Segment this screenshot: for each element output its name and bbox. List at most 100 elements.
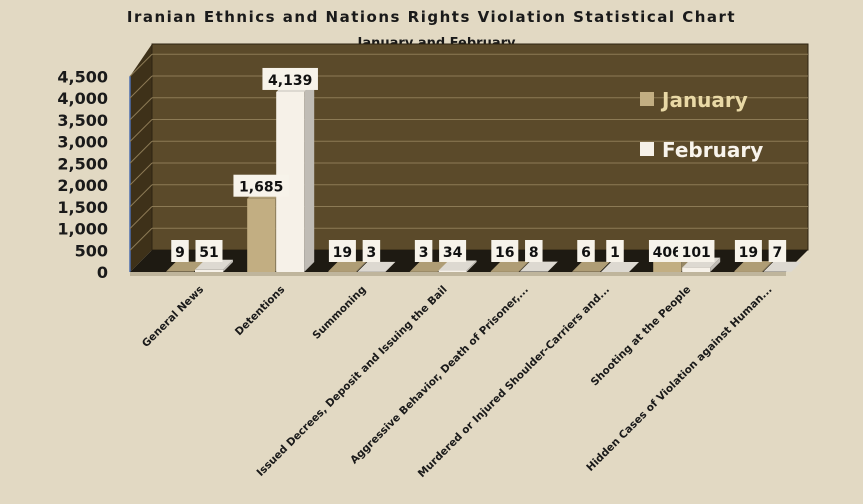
x-tick-label: Murdered or Injured Shoulder-Carriers an… (416, 284, 612, 480)
data-label-text: 9 (175, 245, 185, 261)
bar-top (328, 261, 367, 272)
floor-edge (130, 272, 786, 276)
bar-top (519, 261, 558, 272)
gridline-side (129, 75, 153, 99)
bar-group (734, 261, 773, 272)
data-label: 34 (439, 240, 467, 262)
bar-top (409, 261, 448, 272)
data-label: 1 (606, 240, 624, 262)
side-wall (130, 44, 152, 272)
data-label: 101 (677, 240, 715, 262)
gridline-side (129, 53, 153, 77)
data-label: 1,685 (233, 174, 289, 197)
data-label-text: 8 (529, 245, 539, 261)
data-label: 51 (195, 240, 223, 262)
bar (247, 198, 276, 272)
bar-group (166, 261, 204, 272)
data-label-text: 51 (199, 245, 218, 261)
bar-top (763, 261, 802, 272)
data-label-box (362, 240, 381, 262)
gridline-side (129, 97, 153, 121)
data-label-text: 16 (495, 245, 514, 261)
gridline-side (129, 140, 153, 164)
data-label-text: 6 (581, 245, 591, 261)
bar-side (762, 261, 773, 272)
bar (328, 271, 357, 272)
data-label-box (439, 240, 467, 262)
data-label-text: 19 (333, 245, 352, 261)
data-label-text: 3 (419, 245, 429, 261)
bar-side (223, 259, 233, 272)
bar (490, 271, 519, 272)
data-label-box (734, 240, 762, 262)
data-label-text: 101 (682, 245, 711, 261)
data-label-box (414, 240, 433, 262)
y-tick-label: 4,000 (57, 89, 108, 108)
bar-group (328, 261, 367, 272)
bar (195, 269, 223, 272)
bar-group (438, 260, 477, 272)
legend-swatch (640, 92, 654, 106)
data-label: 19 (328, 240, 356, 262)
data-label: 19 (734, 240, 762, 262)
data-label-text: 4,139 (268, 73, 312, 89)
bar-top (734, 261, 773, 272)
bar-top (601, 261, 639, 272)
data-label: 3 (414, 240, 433, 262)
bar-top (438, 260, 477, 271)
bar-group (195, 259, 233, 272)
y-tick-label: 1,000 (57, 220, 108, 239)
data-label: 4,139 (262, 67, 318, 90)
y-tick-label: 500 (75, 241, 108, 260)
legend-label: January (660, 88, 748, 112)
bar-top (357, 261, 396, 272)
data-label-box (491, 240, 519, 262)
data-label-text: 1 (610, 245, 620, 261)
data-label-text: 7 (773, 245, 783, 261)
gridline-side (129, 184, 153, 208)
y-tick-label: 1,500 (57, 198, 108, 217)
bar-group (490, 261, 529, 272)
gridline-side (129, 162, 153, 186)
bar-side (304, 81, 315, 273)
y-tick-label: 3,000 (57, 133, 108, 152)
bar-top (195, 259, 233, 270)
bar-side (466, 260, 477, 272)
data-label-box (262, 67, 318, 90)
gridline-side (129, 119, 153, 142)
data-label: 9 (171, 240, 189, 262)
chart-title: Iranian Ethnics and Nations Rights Viola… (126, 8, 737, 26)
bar-side (356, 261, 367, 272)
data-label-box (577, 240, 595, 262)
data-label-box (648, 240, 686, 262)
legend-label: February (662, 138, 763, 162)
data-label-box (233, 174, 289, 197)
data-label-text: 406 (653, 245, 682, 261)
bar-top (166, 261, 204, 272)
bar-side (710, 257, 721, 272)
data-label-box (677, 240, 715, 262)
bar-group (409, 261, 448, 272)
x-tick-label: Issued Decrees, Deposit and Issuing the … (255, 284, 450, 479)
data-label-text: 3 (367, 245, 377, 261)
y-tick-label: 2,500 (57, 154, 108, 173)
x-tick-label: General News (140, 284, 206, 350)
bar-side (518, 261, 529, 272)
bar-group (357, 261, 396, 272)
bar-group (572, 261, 610, 272)
data-label: 6 (577, 240, 595, 262)
bar-group (763, 261, 802, 272)
data-label: 16 (491, 240, 519, 262)
data-label-box (768, 240, 787, 262)
x-tick-label: Summoning (310, 284, 368, 342)
y-tick-label: 4,500 (57, 67, 108, 86)
data-label-box (606, 240, 624, 262)
bar (734, 271, 763, 272)
y-tick-label: 3,500 (57, 111, 108, 130)
data-label-box (525, 240, 543, 262)
data-label-text: 34 (443, 245, 463, 261)
data-label-box (328, 240, 356, 262)
bar (682, 267, 711, 272)
x-tick-label: Detentions (233, 284, 287, 338)
